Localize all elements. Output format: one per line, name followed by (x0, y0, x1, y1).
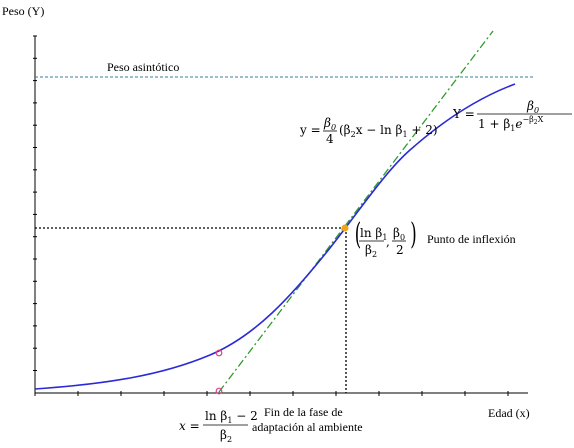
svg-text:x =: x = (179, 419, 200, 433)
logistic-curve (34, 83, 516, 390)
tangent-equation: y = β0 4 (β2x − ln β1 + 2) (299, 116, 438, 146)
inflection-label: Punto de inflexión (427, 232, 516, 246)
end-phase-label-line2: adaptación al ambiente (252, 420, 363, 434)
svg-text:,: , (386, 235, 390, 249)
svg-text:β2: β2 (365, 243, 377, 259)
end-phase-label-line1: Fin de la fase de (264, 405, 343, 419)
end-phase-equation: x = ln β1 − 2 β2 (179, 409, 258, 444)
y-axis-label: Peso (Y) (2, 4, 44, 18)
svg-text:Y =: Y = (452, 107, 475, 121)
svg-text:2: 2 (396, 243, 404, 257)
svg-text:ln β1: ln β1 (360, 226, 387, 242)
logistic-equation: Y = β0 1 + β1e−β2X (452, 99, 572, 133)
x-axis-label: Edad (x) (488, 406, 530, 420)
inflection-point (341, 224, 349, 232)
asymptote-label: Peso asintótico (107, 60, 179, 74)
axis-marker (215, 387, 223, 395)
svg-text:β0: β0 (323, 116, 336, 132)
svg-text:(: ( (355, 217, 361, 252)
svg-text:y =: y = (299, 123, 321, 137)
inflection-coordinates: ( ln β1 β2 , β0 2 ) (355, 217, 417, 259)
svg-text:β2: β2 (220, 428, 232, 444)
svg-text:(β2x − ln β1 + 2): (β2x − ln β1 + 2) (339, 123, 438, 139)
curve-marker (215, 349, 223, 357)
svg-text:4: 4 (326, 132, 334, 146)
svg-text:β0: β0 (526, 99, 539, 115)
x-axis-ticks (34, 391, 509, 396)
y-axis-ticks (33, 35, 37, 371)
tangent-line (218, 30, 494, 393)
svg-text:): ) (410, 217, 416, 252)
svg-text:β0: β0 (393, 226, 405, 242)
svg-text:ln β1 − 2: ln β1 − 2 (205, 409, 258, 425)
svg-text:1 + β1e−β2X: 1 + β1e−β2X (478, 115, 544, 133)
